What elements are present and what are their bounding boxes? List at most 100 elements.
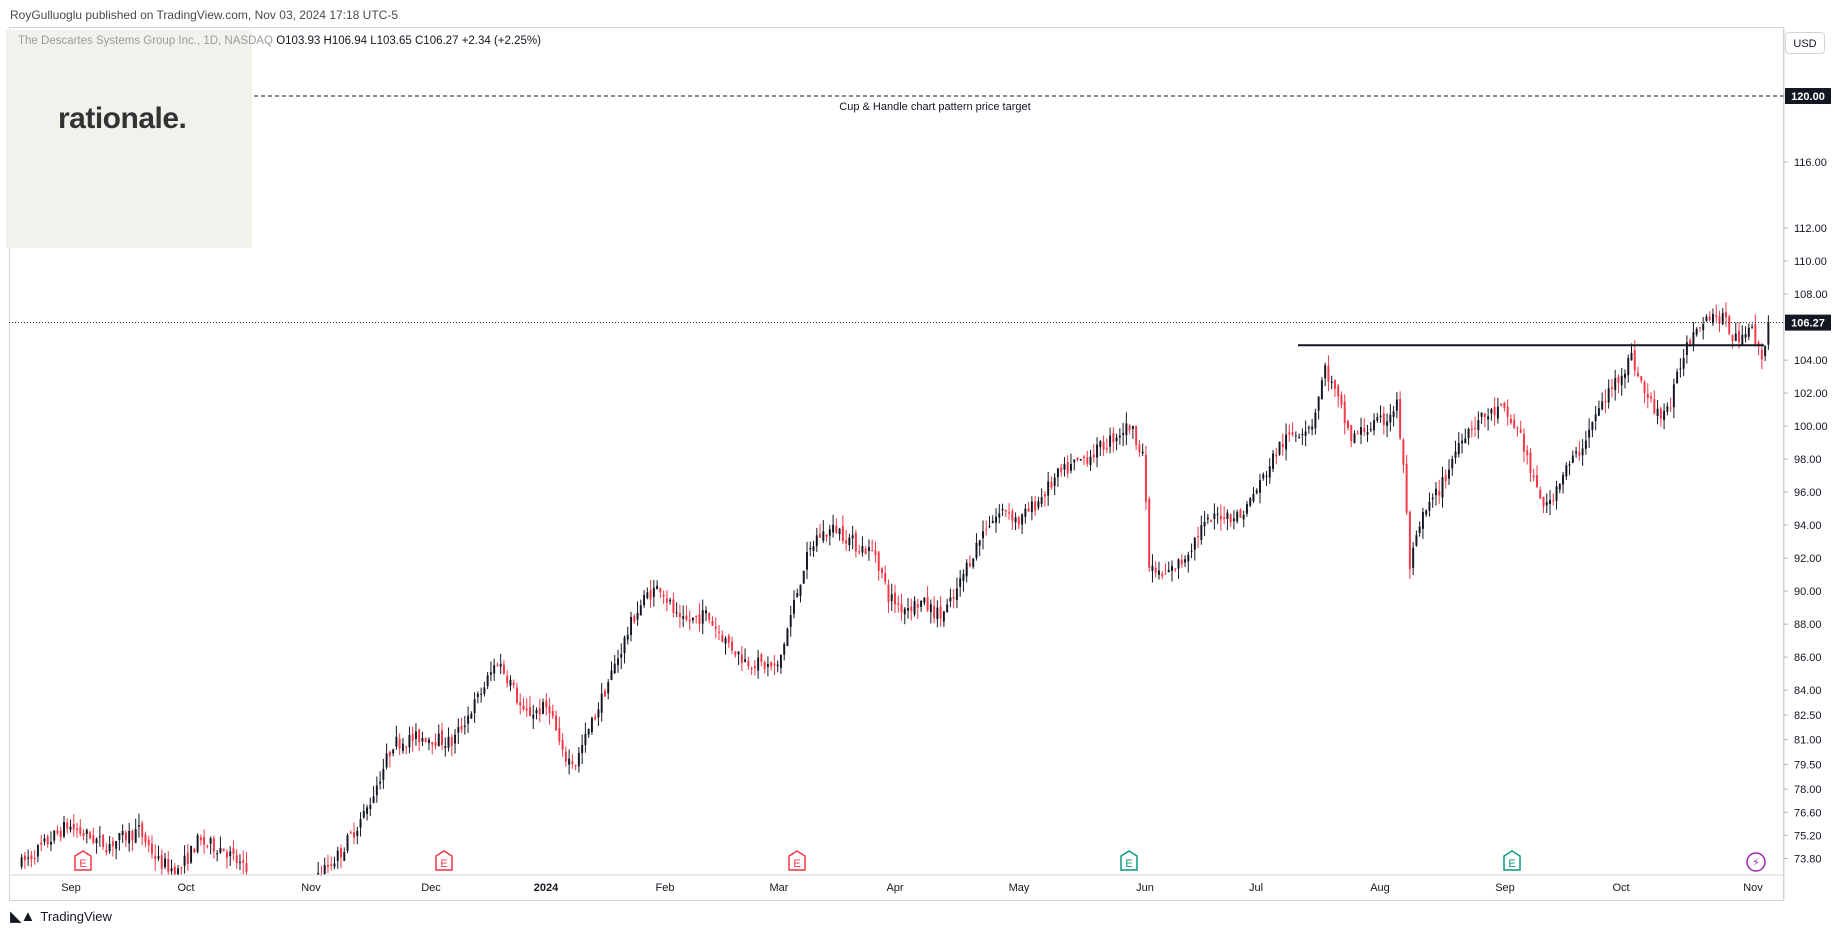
candle-body <box>173 866 176 875</box>
candle <box>219 836 222 854</box>
candle-body <box>1454 451 1457 458</box>
candle-body <box>1399 398 1402 439</box>
candle-body <box>330 864 333 866</box>
candle <box>1395 392 1398 419</box>
candle-body <box>1412 547 1415 568</box>
candle <box>926 586 929 613</box>
candle <box>1366 424 1369 442</box>
time-tick-label: 2024 <box>534 882 559 894</box>
candle <box>1125 412 1128 446</box>
candle <box>1584 430 1587 455</box>
currency-button[interactable]: USD <box>1785 32 1825 54</box>
candle <box>727 633 730 648</box>
candle <box>623 635 626 664</box>
candle-body <box>1637 372 1639 377</box>
candle <box>1157 561 1160 580</box>
candle-body <box>1164 573 1167 575</box>
candle <box>1255 488 1258 495</box>
watermark-panel <box>6 30 252 248</box>
time-axis[interactable]: Sep Oct Nov Dec 2024 Feb Mar Apr May Jun Jul Aug Sep… <box>9 874 1784 894</box>
candle <box>620 643 623 670</box>
candle-body <box>317 872 320 875</box>
candle-body <box>1747 327 1750 337</box>
candle <box>392 748 395 757</box>
candle <box>1301 428 1304 446</box>
candle <box>1040 488 1043 508</box>
candle <box>1307 425 1310 434</box>
dividend-marker[interactable]: ⚡ <box>1746 852 1766 872</box>
candle <box>346 833 349 854</box>
candle-body <box>841 525 844 542</box>
candle <box>245 852 248 875</box>
candle-body <box>610 670 613 681</box>
candle-body <box>975 542 978 559</box>
candle-body <box>1070 464 1072 471</box>
candle <box>1405 454 1408 516</box>
candle-body <box>1327 365 1330 382</box>
candle-body <box>476 693 479 697</box>
candle-body <box>1369 428 1372 431</box>
candle-body <box>1376 417 1379 421</box>
candle-body <box>1060 467 1063 472</box>
candle <box>134 818 137 844</box>
candle-body <box>968 563 971 567</box>
candle <box>1480 412 1483 424</box>
earnings-marker[interactable]: E <box>1503 850 1521 871</box>
earnings-marker[interactable]: E <box>74 850 92 871</box>
candle-body <box>434 742 437 746</box>
candle-body <box>1597 408 1600 416</box>
candle <box>936 600 939 628</box>
candle <box>1174 568 1177 572</box>
candle <box>36 843 39 863</box>
candle <box>1105 438 1108 454</box>
ohlc-close: C106.27 <box>415 35 459 47</box>
candle-body <box>1483 413 1486 418</box>
candle-body <box>382 768 385 780</box>
candle <box>1594 405 1597 431</box>
candle <box>1568 460 1571 476</box>
candle-body <box>1653 399 1656 414</box>
candle <box>590 716 593 735</box>
candle-body <box>92 835 95 843</box>
candle-body <box>1024 508 1027 517</box>
candle-body <box>613 663 616 674</box>
candle-body <box>1506 406 1509 417</box>
candle-body <box>727 635 730 644</box>
candle-body <box>1265 475 1268 477</box>
candle <box>1581 439 1584 466</box>
candle-body <box>910 606 913 612</box>
candle-body <box>1571 455 1574 463</box>
candle-body <box>1213 513 1216 519</box>
candle-body <box>30 855 33 860</box>
candle-body <box>1014 517 1017 523</box>
candle <box>173 863 176 875</box>
earnings-marker[interactable]: E <box>1120 850 1138 871</box>
candle <box>1177 558 1180 579</box>
candle-body <box>33 857 36 860</box>
candle-body <box>49 842 52 845</box>
earnings-marker[interactable]: E <box>435 850 453 871</box>
candle <box>1187 551 1190 573</box>
price-axis[interactable]: 116.00 112.00 110.00 108.00 104.00 102.00 100.… <box>1783 27 1831 901</box>
candle-body <box>457 727 460 733</box>
candle-body <box>346 835 349 851</box>
candle <box>1640 376 1643 384</box>
candle-body <box>1474 428 1477 430</box>
candle <box>23 851 26 869</box>
candle <box>463 715 466 735</box>
earnings-marker[interactable]: E <box>788 850 806 871</box>
candle-body <box>763 662 766 669</box>
candle <box>1223 506 1226 524</box>
candle <box>1633 340 1636 377</box>
candle <box>1239 508 1242 518</box>
candle-body <box>1402 439 1405 465</box>
candle-body <box>323 864 326 875</box>
candle-body <box>1112 433 1115 443</box>
footer-brand[interactable]: TradingView <box>40 908 112 924</box>
candle <box>1122 422 1125 447</box>
tradingview-logo-icon[interactable]: ◣▲ <box>10 908 35 925</box>
candle <box>828 524 831 546</box>
candle <box>939 596 942 627</box>
candle <box>1229 513 1232 527</box>
